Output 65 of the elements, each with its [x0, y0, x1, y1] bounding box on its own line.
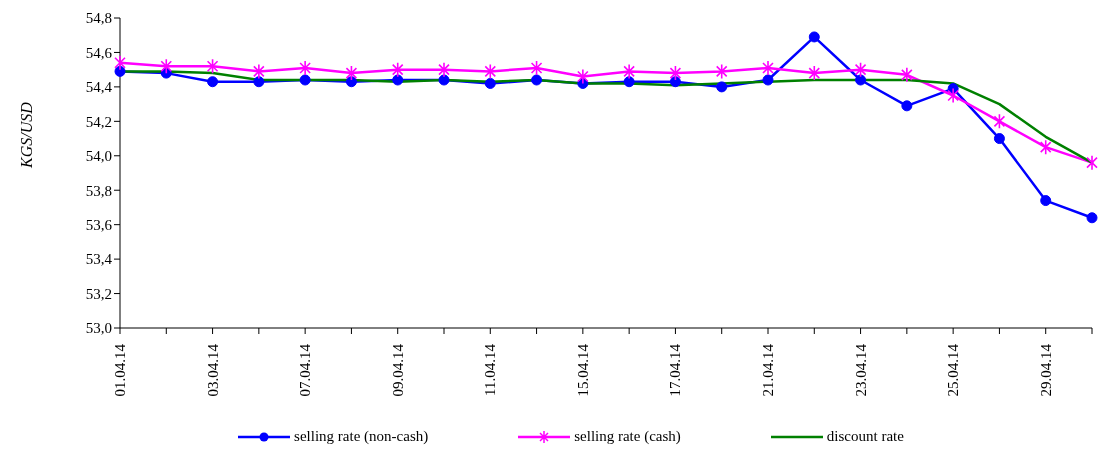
point — [345, 65, 358, 81]
point — [716, 81, 728, 93]
point — [438, 74, 450, 86]
point — [993, 113, 1006, 130]
x-tick-label: 23.04.14 — [852, 343, 869, 397]
point — [438, 61, 450, 78]
y-tick-label: 53,2 — [85, 285, 112, 302]
point — [484, 63, 497, 80]
point — [207, 76, 219, 88]
y-tick-label: 53,6 — [85, 216, 113, 233]
point — [808, 31, 820, 43]
y-tick-label: 53,4 — [85, 251, 113, 268]
point — [715, 63, 728, 80]
x-tick-label: 17.04.14 — [667, 343, 684, 397]
y-tick-label: 54,2 — [85, 113, 112, 130]
point — [160, 58, 173, 75]
point — [253, 76, 265, 88]
y-tick-label: 54,8 — [85, 10, 112, 27]
point — [669, 65, 682, 81]
point — [854, 61, 867, 78]
point — [623, 76, 635, 88]
x-tick-label: 09.04.14 — [389, 343, 406, 397]
x-tick-label: 21.04.14 — [760, 343, 776, 397]
point — [762, 74, 774, 86]
point — [299, 60, 311, 76]
y-tick-label: 53,8 — [85, 182, 112, 199]
point — [669, 76, 681, 88]
x-tick-label: 25.04.14 — [945, 343, 962, 397]
point — [392, 74, 404, 86]
legend-label: selling rate (cash) — [574, 428, 681, 445]
legend-label: discount rate — [826, 428, 904, 445]
point — [531, 74, 543, 86]
point — [1086, 154, 1098, 171]
y-tick-label: 53,0 — [85, 320, 112, 337]
point — [762, 60, 774, 76]
x-tick-label: 07.04.14 — [297, 343, 314, 397]
point — [1039, 139, 1052, 155]
point — [947, 87, 959, 104]
point — [623, 63, 635, 80]
point — [993, 133, 1005, 145]
point — [901, 67, 913, 83]
point — [391, 61, 404, 78]
point — [901, 100, 913, 112]
point — [530, 60, 543, 76]
x-tick-label: 15.04.14 — [574, 343, 591, 397]
point — [345, 76, 357, 88]
x-tick-label: 03.04.14 — [204, 343, 221, 397]
y-tick-label: 54,0 — [85, 148, 112, 165]
point — [1086, 212, 1098, 224]
legend-label: selling rate (non-cash) — [294, 428, 429, 445]
y-tick-label: 54,6 — [85, 44, 113, 61]
point — [206, 58, 219, 75]
point — [808, 65, 821, 81]
x-tick-label: 11.04.14 — [482, 343, 499, 396]
point — [855, 74, 867, 86]
x-tick-label: 29.04.14 — [1037, 343, 1054, 397]
point — [577, 68, 589, 85]
x-tick-label: 01.04.14 — [112, 343, 128, 397]
y-axis-title: KGS/USD — [18, 102, 36, 168]
point — [253, 63, 265, 80]
point — [299, 74, 311, 86]
point — [1040, 195, 1052, 207]
y-tick-label: 54,4 — [85, 79, 113, 96]
point — [114, 54, 126, 71]
point — [484, 77, 496, 89]
